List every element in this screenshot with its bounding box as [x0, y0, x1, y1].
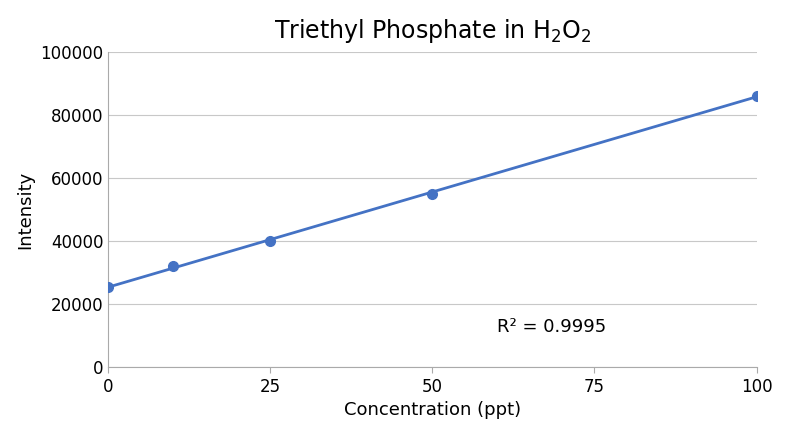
- X-axis label: Concentration (ppt): Concentration (ppt): [344, 401, 521, 419]
- Text: R² = 0.9995: R² = 0.9995: [497, 318, 607, 336]
- Title: Triethyl Phosphate in H$_2$O$_2$: Triethyl Phosphate in H$_2$O$_2$: [274, 17, 591, 44]
- Y-axis label: Intensity: Intensity: [17, 170, 35, 249]
